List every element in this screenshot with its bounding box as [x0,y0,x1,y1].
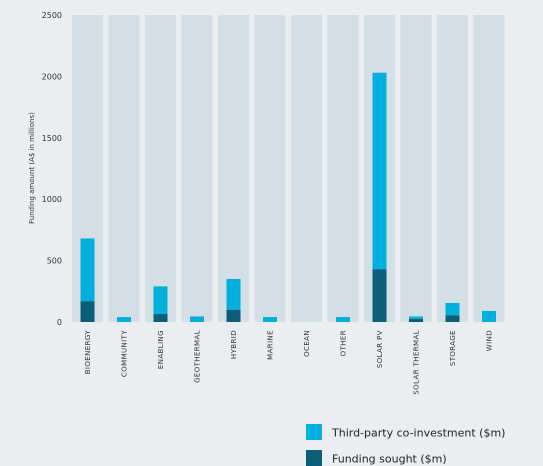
y-tick-label: 2500 [42,11,62,20]
background-column [327,15,359,322]
bar-segment-co-investment [190,316,204,322]
bar-segment-funding-sought [372,269,387,322]
background-column [437,15,468,322]
x-tick-label: WIND [486,330,494,351]
x-tick-label: COMMUNITY [121,330,129,377]
background-column [108,15,140,322]
bar-segment-co-investment [409,316,423,319]
x-axis-category-labels: BIOENERGY COMMUNITY ENABLING GEOTHERMAL HYBR… [84,330,494,395]
legend-label: Funding sought ($m) [332,453,447,466]
bar-segment-co-investment [226,279,241,310]
x-tick-label: SOLAR THERMAL [413,330,421,395]
x-tick-label: ENABLING [157,330,165,369]
y-axis-ticks: 0 500 1000 1500 2000 2500 [42,11,62,327]
legend: Third-party co-investment ($m) Funding so… [306,424,505,466]
background-column [254,15,286,322]
x-tick-label: GEOTHERMAL [194,330,202,383]
y-tick-label: 1500 [42,134,62,143]
bar-segment-co-investment [263,317,277,322]
legend-swatch [306,424,322,440]
data-bars [80,72,496,322]
bar-segment-co-investment [80,238,95,302]
bar-segment-co-investment [482,310,496,322]
legend-label: Third-party co-investment ($m) [331,427,505,440]
bar-segment-co-investment [117,317,131,322]
bar-segment-funding-sought [226,309,241,322]
x-tick-label: OCEAN [303,330,311,357]
y-tick-label: 1000 [42,195,62,204]
x-tick-label: HYBRID [230,330,238,359]
bar-segment-funding-sought [445,315,460,322]
bar-segment-funding-sought [80,301,95,322]
y-tick-label: 0 [57,318,62,327]
legend-swatch [306,450,322,466]
background-column [473,15,505,322]
bar-segment-co-investment [445,302,460,316]
bar-segment-co-investment [372,72,387,270]
x-tick-label: STORAGE [449,330,457,366]
background-columns [72,15,505,322]
x-tick-label: MARINE [267,330,275,360]
bar-segment-co-investment [336,317,350,322]
background-column [291,15,322,322]
background-column [218,15,249,322]
bar-segment-funding-sought [153,314,168,322]
background-column [400,15,432,322]
x-tick-label: BIOENERGY [84,330,92,375]
background-column [181,15,213,322]
bar-segment-co-investment [153,286,168,315]
x-tick-label: SOLAR PV [376,330,384,368]
x-tick-label: OTHER [340,330,348,356]
bar-segment-funding-sought [409,318,423,322]
y-tick-label: 2000 [42,72,62,81]
y-axis-label: Funding amount (A$ in millions) [28,112,36,224]
background-column [145,15,176,322]
y-tick-label: 500 [47,257,62,266]
